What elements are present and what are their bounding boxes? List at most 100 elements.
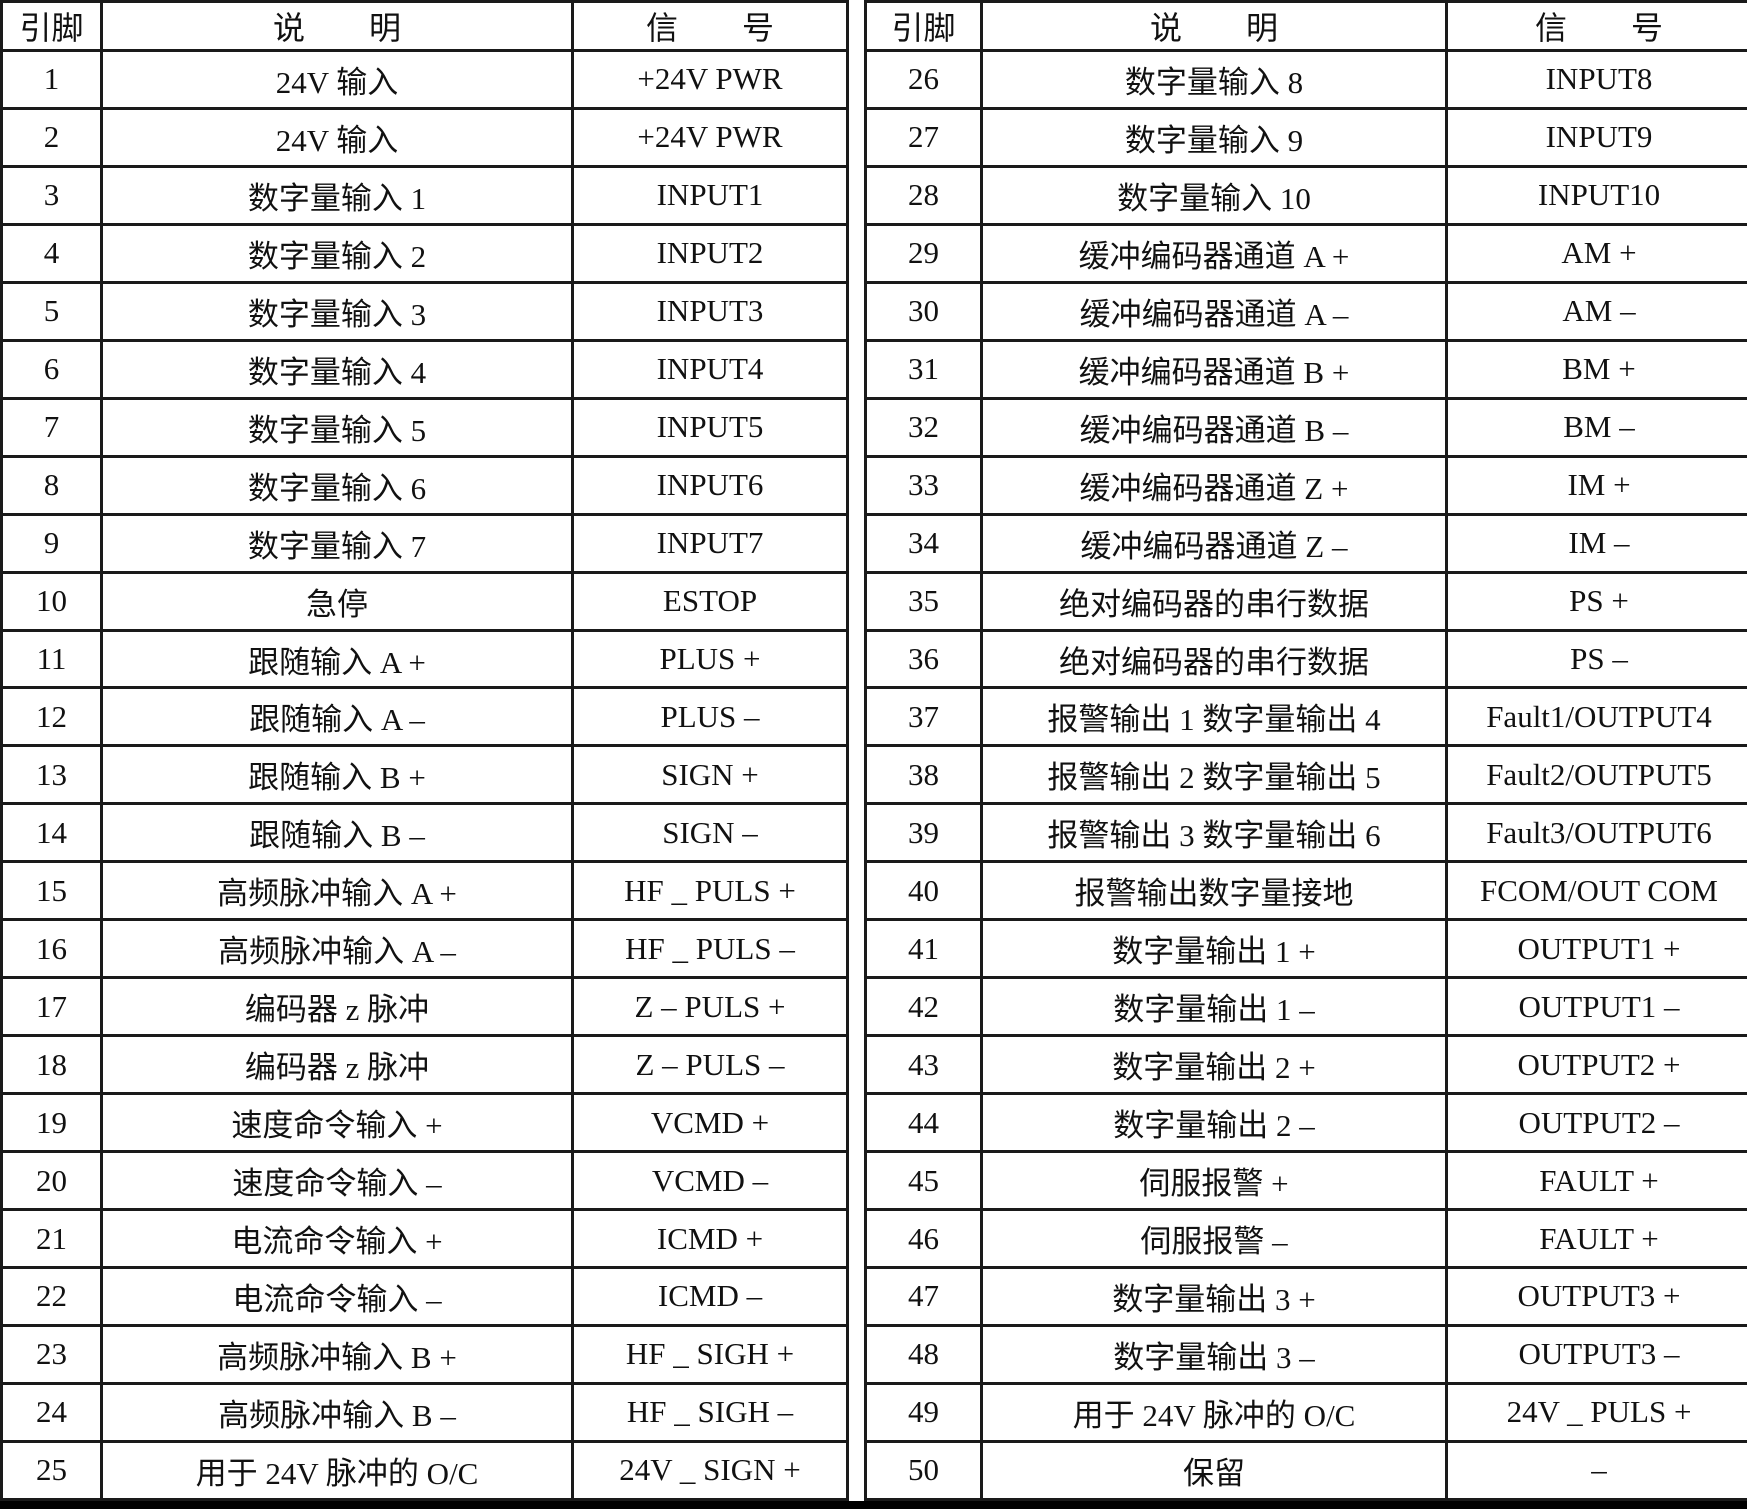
description-cell: 数字量输入 8 (980, 49, 1448, 110)
pin-cell: 9 (0, 512, 103, 574)
signal-cell: INPUT5 (571, 396, 849, 458)
description-cell: 跟随输入 B + (100, 744, 574, 806)
signal-cell: HF _ SIGH + (571, 1323, 849, 1385)
table-row: 35 绝对编码器的串行数据 PS + (864, 570, 1747, 632)
signal-cell: AM + (1445, 222, 1747, 284)
table-row: 39 报警输出 3 数字量输出 6 Fault3/OUTPUT6 (864, 802, 1747, 864)
signal-cell: HF _ SIGH – (571, 1381, 849, 1443)
description-column-header: 说 明 (980, 0, 1448, 52)
pin-cell: 7 (0, 396, 103, 458)
description-cell: 伺服报警 + (980, 1150, 1448, 1212)
signal-column-header: 信 号 (571, 0, 849, 52)
signal-cell: INPUT3 (571, 280, 849, 342)
description-cell: 数字量输入 5 (100, 396, 574, 458)
pin-cell: 50 (864, 1439, 983, 1501)
pin-cell: 40 (864, 860, 983, 922)
pin-cell: 29 (864, 222, 983, 284)
pin-cell: 15 (0, 860, 103, 922)
pin-cell: 43 (864, 1034, 983, 1096)
signal-cell: ICMD – (571, 1266, 849, 1327)
table-row: 12 跟随输入 A – PLUS – (0, 686, 849, 748)
signal-cell: IM – (1445, 512, 1747, 574)
pin-cell: 34 (864, 512, 983, 574)
pin-cell: 1 (0, 49, 103, 110)
signal-cell: SIGN – (571, 802, 849, 864)
table-row: 29 缓冲编码器通道 A + AM + (864, 222, 1747, 284)
description-cell: 数字量输入 7 (100, 512, 574, 574)
signal-cell: Z – PULS + (571, 976, 849, 1038)
description-cell: 伺服报警 – (980, 1208, 1448, 1270)
table-row: 22 电流命令输入 – ICMD – (0, 1266, 849, 1327)
signal-cell: PS + (1445, 570, 1747, 632)
table-row: 43 数字量输出 2 + OUTPUT2 + (864, 1034, 1747, 1096)
table-row: 6 数字量输入 4 INPUT4 (0, 338, 849, 400)
pin-cell: 14 (0, 802, 103, 864)
table-row: 23 高频脉冲输入 B + HF _ SIGH + (0, 1323, 849, 1385)
pin-cell: 6 (0, 338, 103, 400)
signal-cell: OUTPUT1 – (1445, 976, 1747, 1038)
table-row: 25 用于 24V 脉冲的 O/C 24V _ SIGN + (0, 1439, 849, 1501)
table-row: 3 数字量输入 1 INPUT1 (0, 164, 849, 226)
description-cell: 用于 24V 脉冲的 O/C (100, 1439, 574, 1501)
pin-cell: 21 (0, 1208, 103, 1270)
table-row: 1 24V 输入 +24V PWR (0, 49, 849, 110)
description-cell: 速度命令输入 – (100, 1150, 574, 1212)
signal-cell: INPUT1 (571, 164, 849, 226)
signal-cell: VCMD – (571, 1150, 849, 1212)
description-cell: 缓冲编码器通道 Z + (980, 454, 1448, 516)
description-cell: 数字量输出 3 – (980, 1323, 1448, 1385)
signal-cell: VCMD + (571, 1092, 849, 1154)
pin-cell: 18 (0, 1034, 103, 1096)
signal-cell: INPUT9 (1445, 106, 1747, 168)
pin-cell: 5 (0, 280, 103, 342)
description-cell: 数字量输入 3 (100, 280, 574, 342)
pin-cell: 45 (864, 1150, 983, 1212)
signal-cell: Z – PULS – (571, 1034, 849, 1096)
pin-cell: 10 (0, 570, 103, 632)
table-row: 14 跟随输入 B – SIGN – (0, 802, 849, 864)
table-row: 21 电流命令输入 + ICMD + (0, 1208, 849, 1270)
pin-cell: 42 (864, 976, 983, 1038)
description-cell: 报警输出 3 数字量输出 6 (980, 802, 1448, 864)
table-row: 10 急停 ESTOP (0, 570, 849, 632)
signal-cell: AM – (1445, 280, 1747, 342)
pin-cell: 49 (864, 1381, 983, 1443)
table-body: 1 24V 输入 +24V PWR 2 24V 输入 +24V PWR 3 数字… (0, 49, 849, 1501)
pin-cell: 28 (864, 164, 983, 226)
signal-cell: OUTPUT2 + (1445, 1034, 1747, 1096)
signal-cell: INPUT4 (571, 338, 849, 400)
description-cell: 跟随输入 A + (100, 628, 574, 690)
description-cell: 缓冲编码器通道 Z – (980, 512, 1448, 574)
pin-table-26-50: 引脚 说 明 信 号 26 数字量输入 8 INPUT8 27 数字量输入 9 … (864, 0, 1747, 1501)
pin-cell: 16 (0, 918, 103, 980)
table-row: 38 报警输出 2 数字量输出 5 Fault2/OUTPUT5 (864, 744, 1747, 806)
pin-cell: 19 (0, 1092, 103, 1154)
signal-cell: HF _ PULS + (571, 860, 849, 922)
pin-cell: 17 (0, 976, 103, 1038)
pin-cell: 36 (864, 628, 983, 690)
description-cell: 高频脉冲输入 A – (100, 918, 574, 980)
pin-cell: 22 (0, 1266, 103, 1327)
table-row: 45 伺服报警 + FAULT + (864, 1150, 1747, 1212)
description-cell: 24V 输入 (100, 49, 574, 110)
table-row: 33 缓冲编码器通道 Z + IM + (864, 454, 1747, 516)
pin-cell: 31 (864, 338, 983, 400)
table-row: 44 数字量输出 2 – OUTPUT2 – (864, 1092, 1747, 1154)
table-row: 40 报警输出数字量接地 FCOM/OUT COM (864, 860, 1747, 922)
pin-cell: 47 (864, 1266, 983, 1327)
pin-table-1-25: 引脚 说 明 信 号 1 24V 输入 +24V PWR 2 24V 输入 +2… (0, 0, 849, 1501)
signal-cell: INPUT10 (1445, 164, 1747, 226)
signal-cell: Fault3/OUTPUT6 (1445, 802, 1747, 864)
pin-cell: 23 (0, 1323, 103, 1385)
description-cell: 跟随输入 B – (100, 802, 574, 864)
description-cell: 报警输出 2 数字量输出 5 (980, 744, 1448, 806)
table-row: 15 高频脉冲输入 A + HF _ PULS + (0, 860, 849, 922)
table-row: 19 速度命令输入 + VCMD + (0, 1092, 849, 1154)
pin-column-header: 引脚 (864, 0, 983, 52)
table-row: 49 用于 24V 脉冲的 O/C 24V _ PULS + (864, 1381, 1747, 1443)
pin-cell: 8 (0, 454, 103, 516)
signal-cell: OUTPUT3 – (1445, 1323, 1747, 1385)
signal-cell: 24V _ SIGN + (571, 1439, 849, 1501)
signal-cell: INPUT6 (571, 454, 849, 516)
